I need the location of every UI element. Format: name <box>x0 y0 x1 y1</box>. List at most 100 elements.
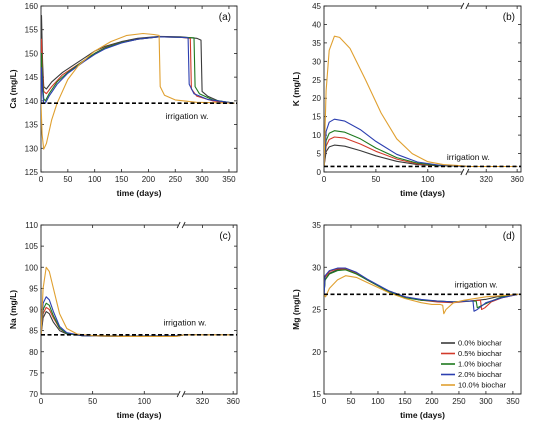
plot-frame <box>40 5 238 173</box>
axis-break-gap <box>461 3 468 9</box>
y-tick-label: 145 <box>25 73 39 82</box>
panel-b: 0 5 10 15 20 25 30 35 40 45 0 50 100 320 360 time (days… <box>291 2 524 198</box>
x-tick-label: 250 <box>169 175 183 184</box>
x-axis-label: time (days) <box>400 188 445 198</box>
y-tick-label: 5 <box>317 150 322 159</box>
y-tick-label: 100 <box>25 263 39 272</box>
y-tick-label: 35 <box>312 221 321 230</box>
y-tick-label: 160 <box>25 2 39 11</box>
x-tick-label: 300 <box>195 175 209 184</box>
x-tick-label: 350 <box>506 397 520 406</box>
x-tick-label: 0 <box>39 175 44 184</box>
legend-label: 2.0% biochar <box>458 370 502 379</box>
y-tick-label: 40 <box>312 20 321 29</box>
axis-break-mark <box>181 221 186 229</box>
y-tick-label: 80 <box>29 348 38 357</box>
x-tick-label: 0 <box>39 397 44 406</box>
series-group <box>324 267 519 315</box>
reference-label: irrigation w. <box>447 152 490 162</box>
x-tick-label: 100 <box>138 397 152 406</box>
plot-frame <box>40 224 238 395</box>
reference-label: irrigation w. <box>166 111 209 121</box>
panel-c: 70 75 80 85 90 95 100 105 110 0 50 100 320 360 time (d… <box>8 221 240 420</box>
y-axis-label: K (mg/L) <box>291 72 301 107</box>
legend-label: 10.0% biochar <box>458 381 506 390</box>
y-tick-label: 20 <box>312 94 321 103</box>
y-tick-label: 0 <box>317 168 322 177</box>
x-tick-label: 50 <box>88 397 97 406</box>
x-tick-label: 360 <box>510 175 524 184</box>
panel-label: (d) <box>503 231 515 242</box>
axis-break-mark <box>176 221 181 229</box>
series-line-1 <box>41 36 235 104</box>
x-tick-label: 320 <box>480 175 494 184</box>
y-tick-label: 90 <box>29 306 38 315</box>
legend-label: 0.5% biochar <box>458 349 502 358</box>
y-tick-label: 130 <box>25 144 39 153</box>
axis-break-mark <box>181 390 186 398</box>
axis-break-gap <box>461 169 468 175</box>
panel-label: (b) <box>503 12 515 23</box>
series-line-4 <box>324 35 518 168</box>
series-line-4 <box>41 266 234 338</box>
y-tick-label: 155 <box>25 26 39 35</box>
reference-label: irrigation w. <box>455 280 498 290</box>
y-tick-label: 35 <box>312 39 321 48</box>
panel-a: 125 130 135 140 145 150 155 160 0 50 100 150 200 250 3… <box>8 2 238 198</box>
y-tick-label: 25 <box>312 306 321 315</box>
y-tick-label: 75 <box>29 369 38 378</box>
x-tick-label: 320 <box>196 397 210 406</box>
x-tick-label: 50 <box>347 397 356 406</box>
x-tick-label: 0 <box>322 397 327 406</box>
series-line-3 <box>324 267 519 312</box>
y-tick-label: 125 <box>25 168 39 177</box>
series-line-2 <box>324 269 519 309</box>
axis-break-mark <box>176 390 181 398</box>
x-tick-label: 350 <box>222 175 236 184</box>
x-axis-label: time (days) <box>117 410 162 420</box>
y-tick-label: 30 <box>312 263 321 272</box>
y-axis-label: Na (mg/L) <box>8 290 18 329</box>
x-tick-label: 200 <box>425 397 439 406</box>
x-tick-label: 150 <box>398 397 412 406</box>
x-tick-label: 100 <box>371 397 385 406</box>
x-tick-label: 50 <box>63 175 72 184</box>
y-tick-label: 15 <box>312 390 321 399</box>
axis-break-mark <box>465 168 470 176</box>
series-group <box>41 14 235 150</box>
series-line-4 <box>324 275 519 315</box>
legend-label: 0.0% biochar <box>458 339 502 348</box>
axis-break-gap <box>178 391 185 397</box>
y-tick-label: 150 <box>25 49 39 58</box>
x-tick-label: 300 <box>479 397 493 406</box>
y-axis-label: Ca (mg/L) <box>8 69 18 108</box>
x-tick-label: 150 <box>115 175 129 184</box>
series-line-0 <box>41 14 235 104</box>
y-tick-label: 20 <box>312 348 321 357</box>
axis-break-mark <box>460 2 465 10</box>
x-tick-label: 0 <box>322 175 327 184</box>
x-tick-label: 250 <box>452 397 466 406</box>
y-tick-label: 95 <box>29 284 38 293</box>
x-tick-label: 200 <box>142 175 156 184</box>
panel-label: (c) <box>219 231 231 242</box>
y-tick-label: 45 <box>312 2 321 11</box>
x-tick-label: 360 <box>226 397 240 406</box>
y-tick-label: 105 <box>25 242 39 251</box>
y-tick-label: 10 <box>312 131 321 140</box>
axis-break-gap <box>178 222 185 228</box>
legend-label: 1.0% biochar <box>458 360 502 369</box>
plot-frame <box>323 5 522 173</box>
y-tick-label: 15 <box>312 113 321 122</box>
y-tick-label: 85 <box>29 327 38 336</box>
y-tick-label: 30 <box>312 57 321 66</box>
y-tick-label: 25 <box>312 76 321 85</box>
series-line-2 <box>41 36 235 104</box>
series-group <box>324 35 518 168</box>
y-tick-label: 70 <box>29 390 38 399</box>
reference-label: irrigation w. <box>163 318 206 328</box>
y-axis-label: Mg (mg/L) <box>291 289 301 330</box>
series-line-4 <box>41 32 235 150</box>
